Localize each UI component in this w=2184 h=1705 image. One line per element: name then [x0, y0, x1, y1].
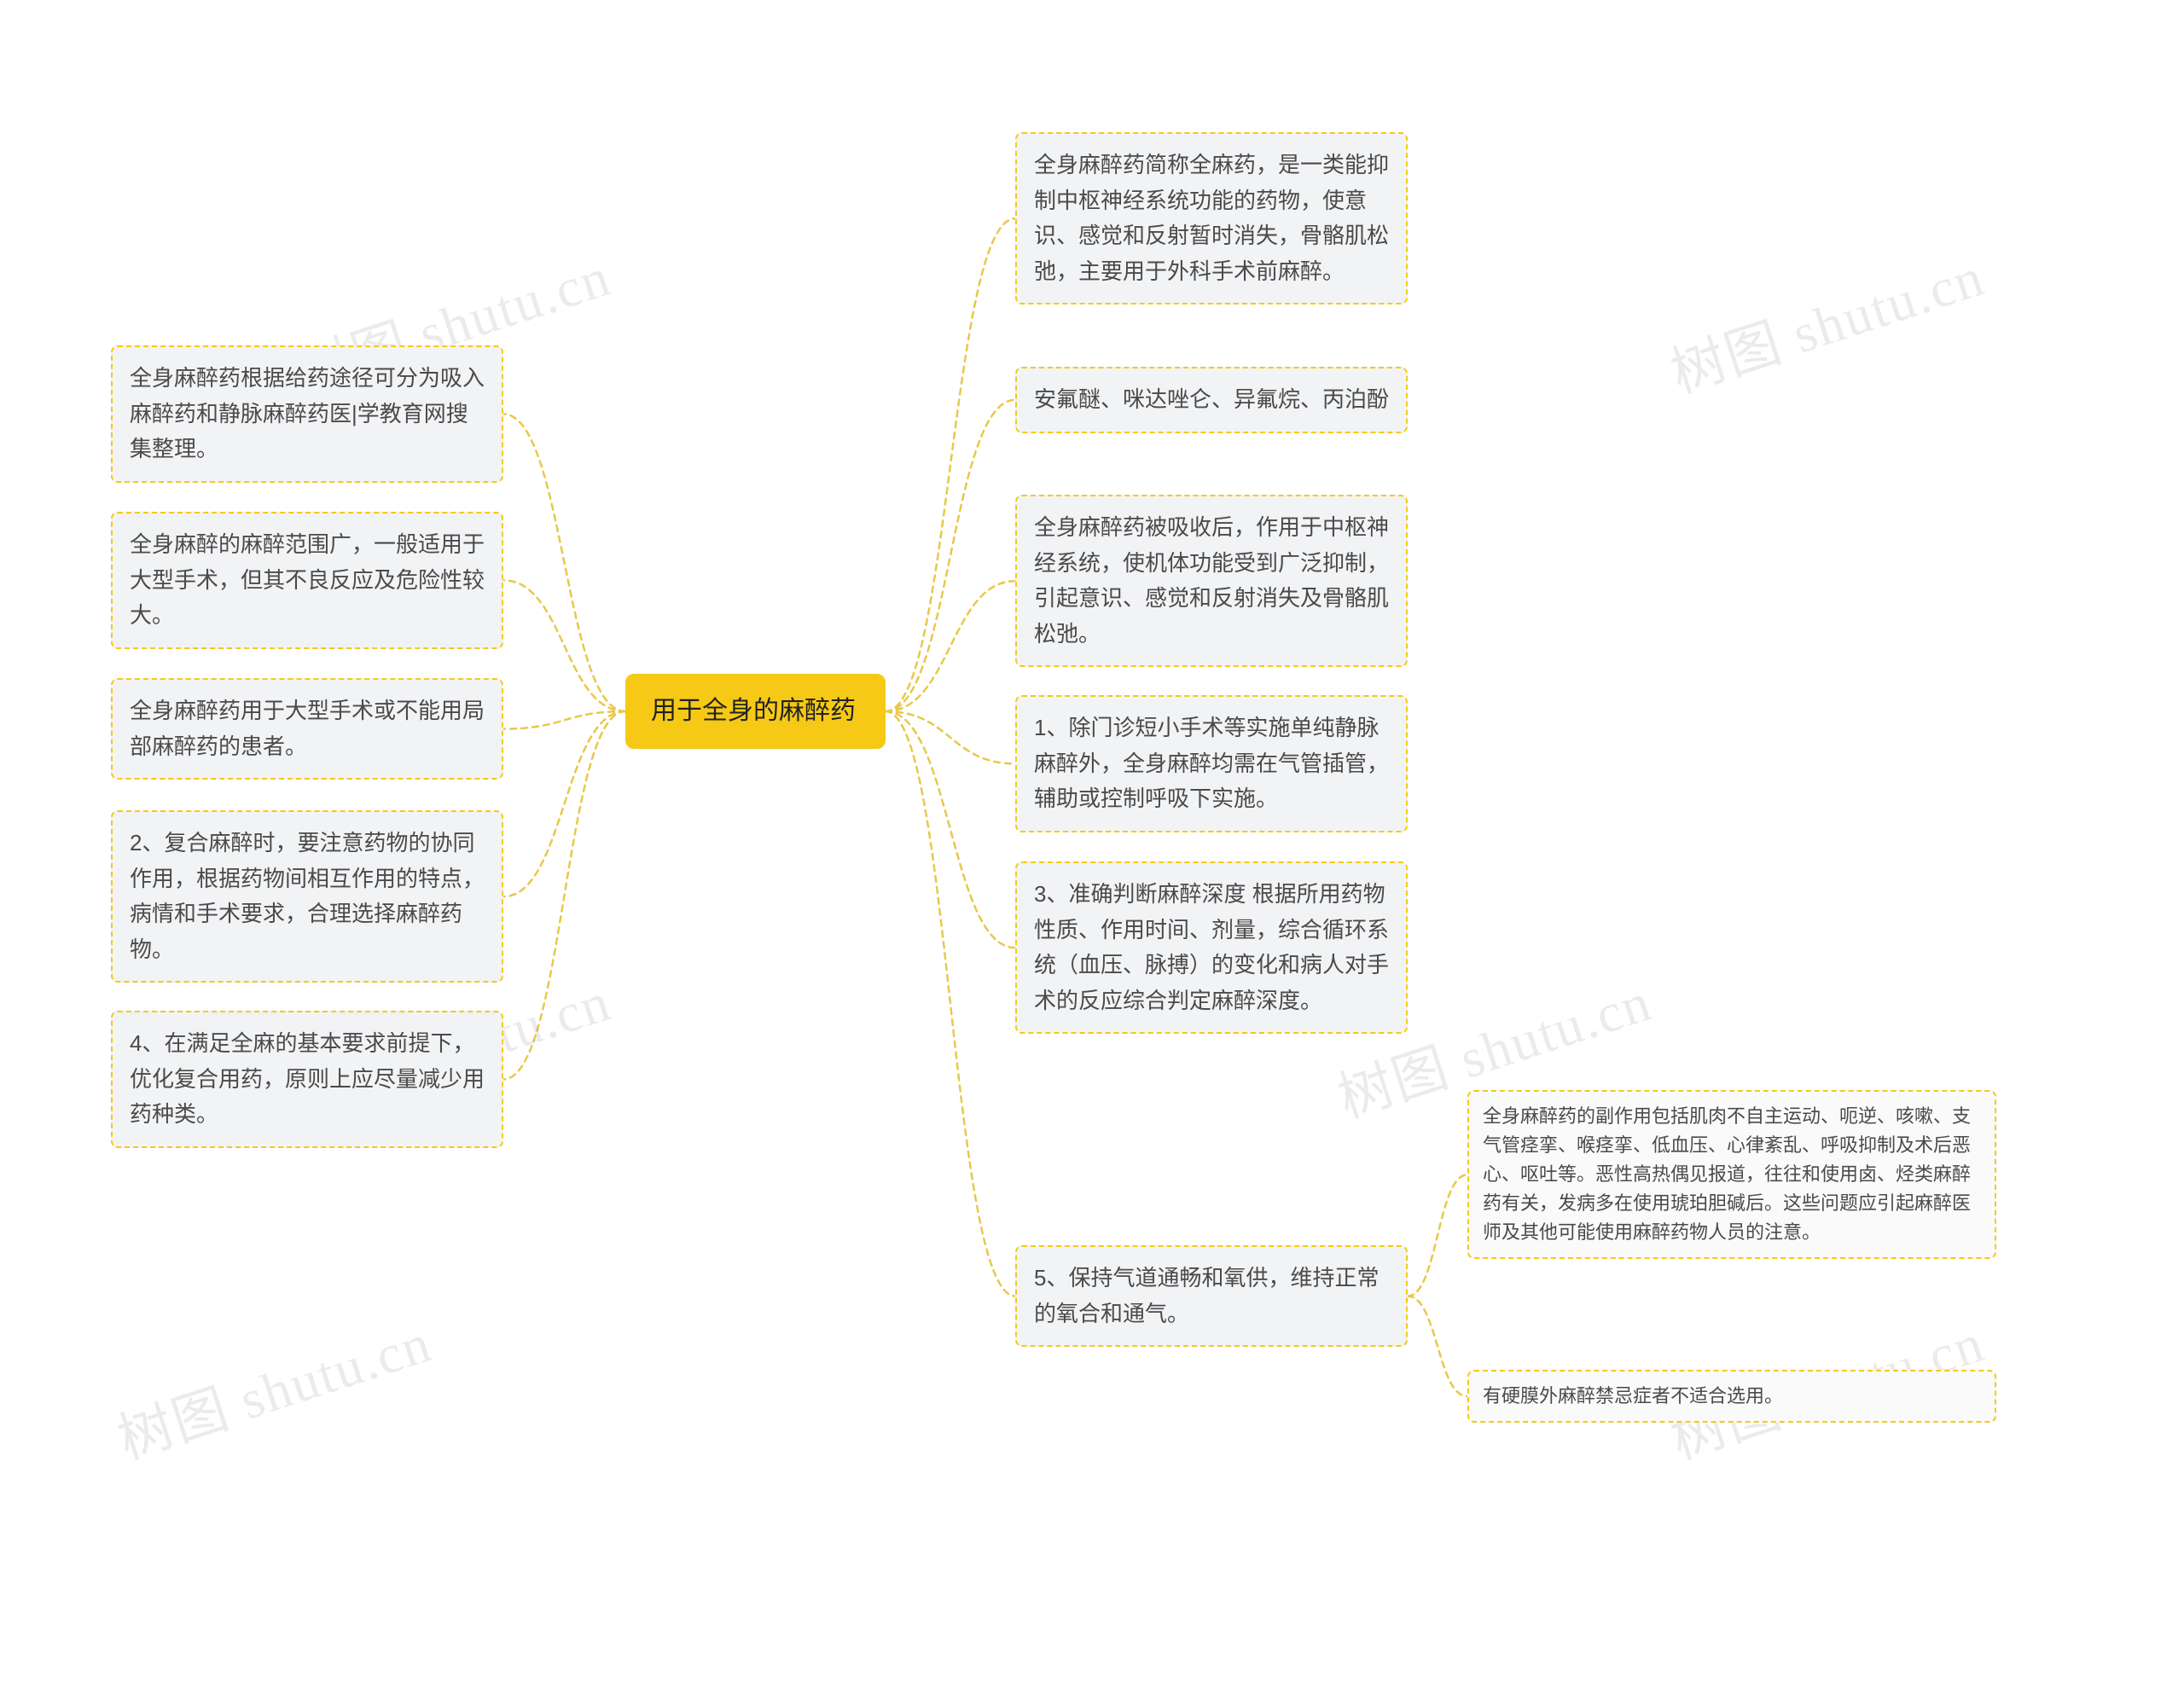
right-node-R2: 安氟醚、咪达唑仑、异氟烷、丙泊酚	[1015, 367, 1408, 433]
left-node-L2: 全身麻醉的麻醉范围广，一般适用于大型手术，但其不良反应及危险性较大。	[111, 512, 503, 649]
left-node-text: 全身麻醉药用于大型手术或不能用局部麻醉药的患者。	[130, 698, 485, 759]
right-node-R3: 全身麻醉药被吸收后，作用于中枢神经系统，使机体功能受到广泛抑制，引起意识、感觉和…	[1015, 495, 1408, 667]
right-node-text: 安氟醚、咪达唑仑、异氟烷、丙泊酚	[1034, 386, 1389, 412]
right-node-R5: 3、准确判断麻醉深度 根据所用药物性质、作用时间、剂量，综合循环系统（血压、脉搏…	[1015, 861, 1408, 1034]
right-node-text: 全身麻醉药简称全麻药，是一类能抑制中枢神经系统功能的药物，使意识、感觉和反射暂时…	[1034, 152, 1389, 284]
left-node-text: 2、复合麻醉时，要注意药物的协同作用，根据药物间相互作用的特点，病情和手术要求，…	[130, 830, 485, 962]
center-label: 用于全身的麻醉药	[651, 697, 856, 725]
center-node: 用于全身的麻醉药	[625, 674, 886, 749]
right-node-text: 5、保持气道通畅和氧供，维持正常的氧合和通气。	[1034, 1265, 1379, 1326]
left-node-text: 全身麻醉的麻醉范围广，一般适用于大型手术，但其不良反应及危险性较大。	[130, 531, 485, 628]
left-node-L3: 全身麻醉药用于大型手术或不能用局部麻醉药的患者。	[111, 678, 503, 780]
left-node-text: 全身麻醉药根据给药途径可分为吸入麻醉药和静脉麻醉药医|学教育网搜集整理。	[130, 365, 485, 461]
far-right-node-FR1: 全身麻醉药的副作用包括肌肉不自主运动、呃逆、咳嗽、支气管痉挛、喉痉挛、低血压、心…	[1467, 1090, 1996, 1259]
right-node-text: 3、准确判断麻醉深度 根据所用药物性质、作用时间、剂量，综合循环系统（血压、脉搏…	[1034, 881, 1389, 1013]
left-node-L1: 全身麻醉药根据给药途径可分为吸入麻醉药和静脉麻醉药医|学教育网搜集整理。	[111, 345, 503, 483]
left-node-text: 4、在满足全麻的基本要求前提下，优化复合用药，原则上应尽量减少用药种类。	[130, 1030, 485, 1127]
watermark: 树图 shutu.cn	[1659, 233, 1993, 408]
left-node-L4: 2、复合麻醉时，要注意药物的协同作用，根据药物间相互作用的特点，病情和手术要求，…	[111, 810, 503, 983]
far-right-node-text: 有硬膜外麻醉禁忌症者不适合选用。	[1483, 1385, 1783, 1406]
left-node-L5: 4、在满足全麻的基本要求前提下，优化复合用药，原则上应尽量减少用药种类。	[111, 1011, 503, 1148]
far-right-node-text: 全身麻醉药的副作用包括肌肉不自主运动、呃逆、咳嗽、支气管痉挛、喉痉挛、低血压、心…	[1483, 1105, 1971, 1243]
right-node-text: 1、除门诊短小手术等实施单纯静脉麻醉外，全身麻醉均需在气管插管，辅助或控制呼吸下…	[1034, 715, 1389, 811]
right-node-R6: 5、保持气道通畅和氧供，维持正常的氧合和通气。	[1015, 1245, 1408, 1347]
far-right-node-FR2: 有硬膜外麻醉禁忌症者不适合选用。	[1467, 1370, 1996, 1423]
right-node-R1: 全身麻醉药简称全麻药，是一类能抑制中枢神经系统功能的药物，使意识、感觉和反射暂时…	[1015, 132, 1408, 304]
watermark: 树图 shutu.cn	[107, 1299, 440, 1474]
right-node-R4: 1、除门诊短小手术等实施单纯静脉麻醉外，全身麻醉均需在气管插管，辅助或控制呼吸下…	[1015, 695, 1408, 832]
right-node-text: 全身麻醉药被吸收后，作用于中枢神经系统，使机体功能受到广泛抑制，引起意识、感觉和…	[1034, 514, 1389, 647]
